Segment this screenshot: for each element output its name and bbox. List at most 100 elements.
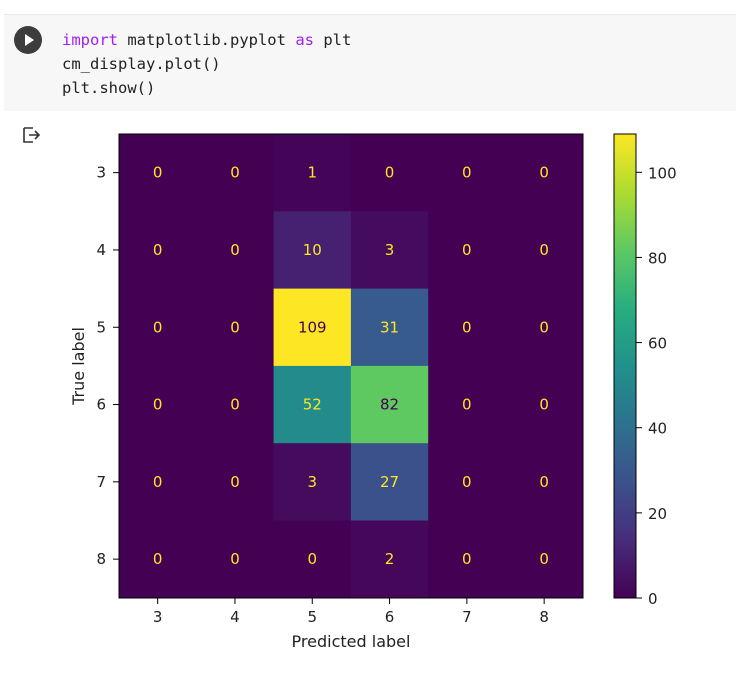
heatmap-cell bbox=[505, 134, 584, 212]
code-line-1: import matplotlib.pyplot as plt bbox=[62, 31, 351, 49]
cell-value-label: 0 bbox=[230, 396, 240, 414]
heatmap-cell bbox=[119, 211, 197, 290]
output-arrow-icon[interactable] bbox=[20, 124, 42, 146]
heatmap-cell bbox=[428, 443, 506, 521]
heatmap-cell bbox=[350, 520, 429, 599]
heatmap-cell bbox=[273, 288, 352, 367]
x-axis-label: Predicted label bbox=[292, 632, 411, 651]
cell-value-label: 0 bbox=[462, 396, 472, 414]
x-tick-label: 4 bbox=[230, 608, 240, 626]
heatmap-cell bbox=[196, 520, 275, 599]
heatmap-cell bbox=[196, 443, 275, 521]
keyword-as: as bbox=[295, 31, 314, 49]
heatmap-cell bbox=[196, 365, 275, 444]
heatmap-cell bbox=[273, 134, 352, 212]
cell-value-label: 3 bbox=[385, 241, 395, 259]
cell-value-label: 2 bbox=[385, 550, 395, 568]
heatmap-cell bbox=[119, 443, 197, 521]
cell-value-label: 27 bbox=[380, 473, 399, 491]
heatmap-cells bbox=[119, 134, 584, 599]
cell-value-label: 0 bbox=[539, 164, 549, 182]
heatmap-cell bbox=[350, 134, 429, 212]
cell-value-label: 0 bbox=[230, 164, 240, 182]
x-tick-label: 5 bbox=[307, 608, 317, 626]
alias-name: plt bbox=[313, 31, 352, 49]
heatmap-cell bbox=[196, 288, 275, 367]
colorbar-ticks: 0 20 40 60 80 100 bbox=[636, 164, 677, 608]
y-tick-label: 4 bbox=[96, 241, 106, 259]
cell-value-label: 31 bbox=[380, 318, 399, 336]
y-tick-label: 6 bbox=[96, 396, 106, 414]
colorbar-tick-label: 80 bbox=[648, 249, 667, 267]
heatmap-cell bbox=[350, 288, 429, 367]
x-tick-label: 3 bbox=[153, 608, 163, 626]
cell-value-label: 1 bbox=[308, 164, 318, 182]
colorbar-tick-label: 100 bbox=[648, 164, 677, 182]
colorbar-tick-label: 40 bbox=[648, 420, 667, 438]
plot-frame bbox=[118, 133, 584, 599]
cell-value-label: 0 bbox=[230, 473, 240, 491]
cell-value-label: 0 bbox=[308, 550, 318, 568]
y-tick-label: 8 bbox=[96, 550, 106, 568]
heatmap-cell bbox=[273, 443, 352, 521]
colorbar-tick-label: 20 bbox=[648, 505, 667, 523]
cell-value-label: 0 bbox=[539, 241, 549, 259]
cell-value-label: 0 bbox=[539, 473, 549, 491]
heatmap-cell bbox=[196, 134, 275, 212]
x-tick-label: 7 bbox=[462, 608, 472, 626]
cell-value-label: 0 bbox=[462, 318, 472, 336]
cell-value-label: 0 bbox=[153, 318, 163, 336]
y-tick-label: 5 bbox=[96, 318, 106, 336]
heatmap-cell bbox=[505, 443, 584, 521]
cell-value-label: 0 bbox=[385, 164, 395, 182]
code-cell[interactable] bbox=[4, 14, 736, 111]
cell-value-labels: 0 0 1 0 0 00 0 10 3 0 00 0 109 31 0 00 0 52 82 0 00 0 3 27 0 00 0 0… bbox=[153, 164, 549, 568]
heatmap-cell bbox=[273, 365, 352, 444]
cell-value-label: 0 bbox=[230, 318, 240, 336]
heatmap-cell bbox=[428, 211, 506, 290]
y-tick-label: 7 bbox=[96, 473, 106, 491]
cell-value-label: 3 bbox=[308, 473, 318, 491]
heatmap-cell bbox=[273, 520, 352, 599]
module-name: matplotlib.pyplot bbox=[118, 31, 296, 49]
heatmap-cell bbox=[505, 365, 584, 444]
keyword-import: import bbox=[62, 31, 118, 49]
heatmap-cell bbox=[505, 520, 584, 599]
cell-value-label: 52 bbox=[303, 396, 322, 414]
cell-value-label: 10 bbox=[303, 241, 322, 259]
cell-value-label: 0 bbox=[539, 396, 549, 414]
colorbar-tick-label: 0 bbox=[648, 590, 658, 608]
cell-value-label: 0 bbox=[153, 396, 163, 414]
cell-value-label: 0 bbox=[153, 550, 163, 568]
x-axis-ticks: 3 4 5 6 7 8 bbox=[153, 598, 549, 626]
heatmap-cell bbox=[428, 288, 506, 367]
heatmap-cell bbox=[119, 365, 197, 444]
cell-value-label: 0 bbox=[462, 550, 472, 568]
heatmap-cell bbox=[428, 134, 506, 212]
heatmap-cell bbox=[273, 211, 352, 290]
cell-value-label: 109 bbox=[298, 318, 327, 336]
cell-value-label: 0 bbox=[230, 241, 240, 259]
code-line-3: plt.show() bbox=[62, 79, 156, 97]
heatmap-cell bbox=[350, 211, 429, 290]
heatmap-cell bbox=[119, 520, 197, 599]
cell-value-label: 0 bbox=[539, 550, 549, 568]
heatmap-cell bbox=[196, 211, 275, 290]
heatmap-cell bbox=[350, 443, 429, 521]
heatmap-cell bbox=[505, 211, 584, 290]
cell-value-label: 0 bbox=[230, 550, 240, 568]
cell-value-label: 0 bbox=[539, 318, 549, 336]
heatmap-cell bbox=[350, 365, 429, 444]
y-axis-label: True label bbox=[69, 327, 88, 406]
run-cell-button[interactable] bbox=[14, 26, 42, 54]
y-axis-ticks: 3 4 5 6 7 8 bbox=[96, 164, 119, 568]
y-tick-label: 3 bbox=[96, 164, 106, 182]
heatmap-cell bbox=[428, 365, 506, 444]
cell-value-label: 0 bbox=[153, 473, 163, 491]
colorbar bbox=[613, 133, 637, 599]
heatmap-cell bbox=[428, 520, 506, 599]
cell-value-label: 82 bbox=[380, 396, 399, 414]
code-line-2: cm_display.plot() bbox=[62, 55, 221, 73]
code-editor[interactable]: import matplotlib.pyplot as plt cm_displ… bbox=[62, 28, 351, 100]
